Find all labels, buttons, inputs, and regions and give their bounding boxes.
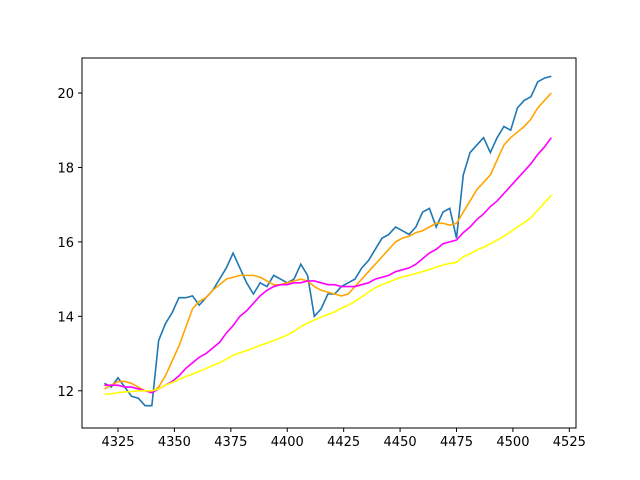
x-tick-label: 4350 (158, 435, 191, 450)
x-tick-label: 4450 (384, 435, 417, 450)
x-tick-label: 4525 (553, 435, 586, 450)
series-line (104, 137, 552, 394)
y-tick-label: 12 (57, 385, 74, 400)
x-tick-label: 4500 (496, 435, 529, 450)
x-tick-label: 4325 (101, 435, 134, 450)
y-tick-label: 20 (57, 87, 74, 102)
plot-area (104, 75, 552, 407)
y-tick-label: 14 (57, 310, 74, 325)
y-tick-label: 16 (57, 236, 74, 251)
series-line (104, 75, 552, 407)
series-line (104, 92, 552, 394)
series-line (104, 194, 552, 396)
y-tick-label: 18 (57, 161, 74, 176)
x-tick-label: 4400 (271, 435, 304, 450)
x-tick-label: 4425 (327, 435, 360, 450)
x-tick-label: 4375 (214, 435, 247, 450)
axes-frame (81, 57, 577, 429)
x-tick-label: 4475 (440, 435, 473, 450)
